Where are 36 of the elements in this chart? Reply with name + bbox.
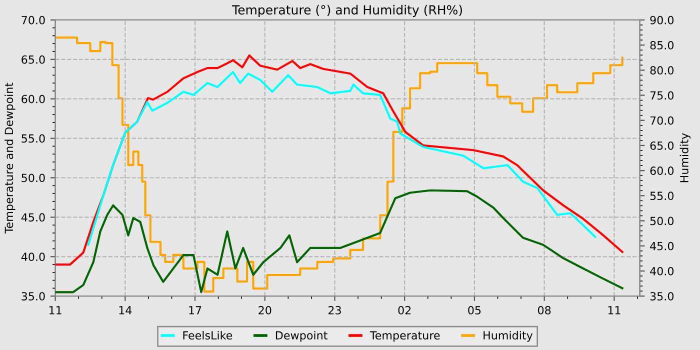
- legend-label: Humidity: [484, 330, 533, 342]
- y2-tick-label: 85.0: [650, 41, 674, 50]
- y-tick-label: 35.0: [22, 292, 45, 300]
- x-tick-label: 05: [468, 306, 481, 314]
- y-tick-label: 40.0: [21, 252, 45, 262]
- x-tick-label: 23: [328, 306, 341, 314]
- y2-tick-label: 80.0: [650, 66, 674, 75]
- x-tick-label: 17: [189, 306, 202, 314]
- legend-label: Dewpoint: [276, 330, 328, 342]
- x-tick-label: 14: [119, 306, 132, 314]
- y-tick-label: 45.0: [21, 213, 45, 222]
- y2-tick-label: 50.0: [650, 216, 674, 226]
- y2-tick-label: 65.0: [650, 141, 674, 150]
- y2-axis-title: Humidity: [680, 133, 691, 182]
- legend-label: Temperature: [370, 331, 440, 342]
- y2-tick-label: 75.0: [650, 91, 674, 100]
- x-tick-label: 11: [49, 306, 62, 314]
- y2-tick-label: 55.0: [650, 192, 674, 200]
- chart-title: Temperature (°) and Humidity (RH%): [232, 4, 462, 17]
- y2-tick-label: 40.0: [650, 266, 674, 276]
- y-tick-label: 50.0: [22, 174, 45, 182]
- x-tick-label: 11: [608, 306, 620, 314]
- y2-tick-label: 35.0: [650, 292, 674, 300]
- y2-tick-label: 60.0: [650, 166, 674, 175]
- y-tick-label: 55.0: [22, 134, 45, 143]
- y-tick-label: 70.0: [22, 16, 45, 24]
- y2-tick-label: 70.0: [650, 116, 674, 125]
- y-tick-label: 60.0: [22, 94, 45, 104]
- legend-label: FeelsLike: [183, 330, 232, 340]
- y2-tick-label: 45.0: [650, 242, 674, 250]
- y-axis-title: Temperature and Dewpoint: [4, 82, 16, 234]
- x-tick-label: 08: [538, 306, 551, 314]
- x-tick-label: 02: [398, 306, 411, 314]
- y-tick-label: 65.0: [22, 55, 45, 64]
- x-tick-label: 20: [258, 306, 272, 314]
- y2-tick-label: 90.0: [650, 16, 674, 24]
